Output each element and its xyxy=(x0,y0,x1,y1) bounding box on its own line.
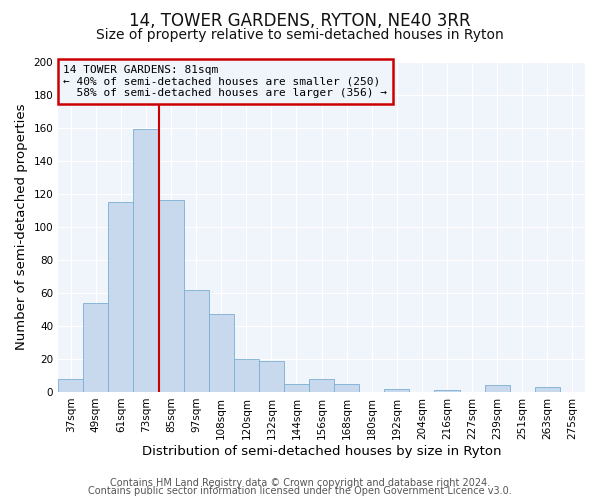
Bar xyxy=(58,378,83,392)
Bar xyxy=(158,200,184,392)
Bar xyxy=(234,359,259,392)
Bar xyxy=(259,360,284,392)
Bar xyxy=(133,129,158,392)
Bar xyxy=(284,384,309,392)
Bar xyxy=(485,386,510,392)
Bar xyxy=(209,314,234,392)
Text: 14 TOWER GARDENS: 81sqm
← 40% of semi-detached houses are smaller (250)
  58% of: 14 TOWER GARDENS: 81sqm ← 40% of semi-de… xyxy=(64,65,388,98)
Bar xyxy=(535,387,560,392)
Text: Size of property relative to semi-detached houses in Ryton: Size of property relative to semi-detach… xyxy=(96,28,504,42)
Text: Contains HM Land Registry data © Crown copyright and database right 2024.: Contains HM Land Registry data © Crown c… xyxy=(110,478,490,488)
Bar xyxy=(385,388,409,392)
Bar xyxy=(83,302,109,392)
Bar xyxy=(434,390,460,392)
Text: Contains public sector information licensed under the Open Government Licence v3: Contains public sector information licen… xyxy=(88,486,512,496)
Text: 14, TOWER GARDENS, RYTON, NE40 3RR: 14, TOWER GARDENS, RYTON, NE40 3RR xyxy=(129,12,471,30)
Y-axis label: Number of semi-detached properties: Number of semi-detached properties xyxy=(15,104,28,350)
Bar xyxy=(184,290,209,392)
Bar xyxy=(109,202,133,392)
X-axis label: Distribution of semi-detached houses by size in Ryton: Distribution of semi-detached houses by … xyxy=(142,444,502,458)
Bar xyxy=(334,384,359,392)
Bar xyxy=(309,378,334,392)
